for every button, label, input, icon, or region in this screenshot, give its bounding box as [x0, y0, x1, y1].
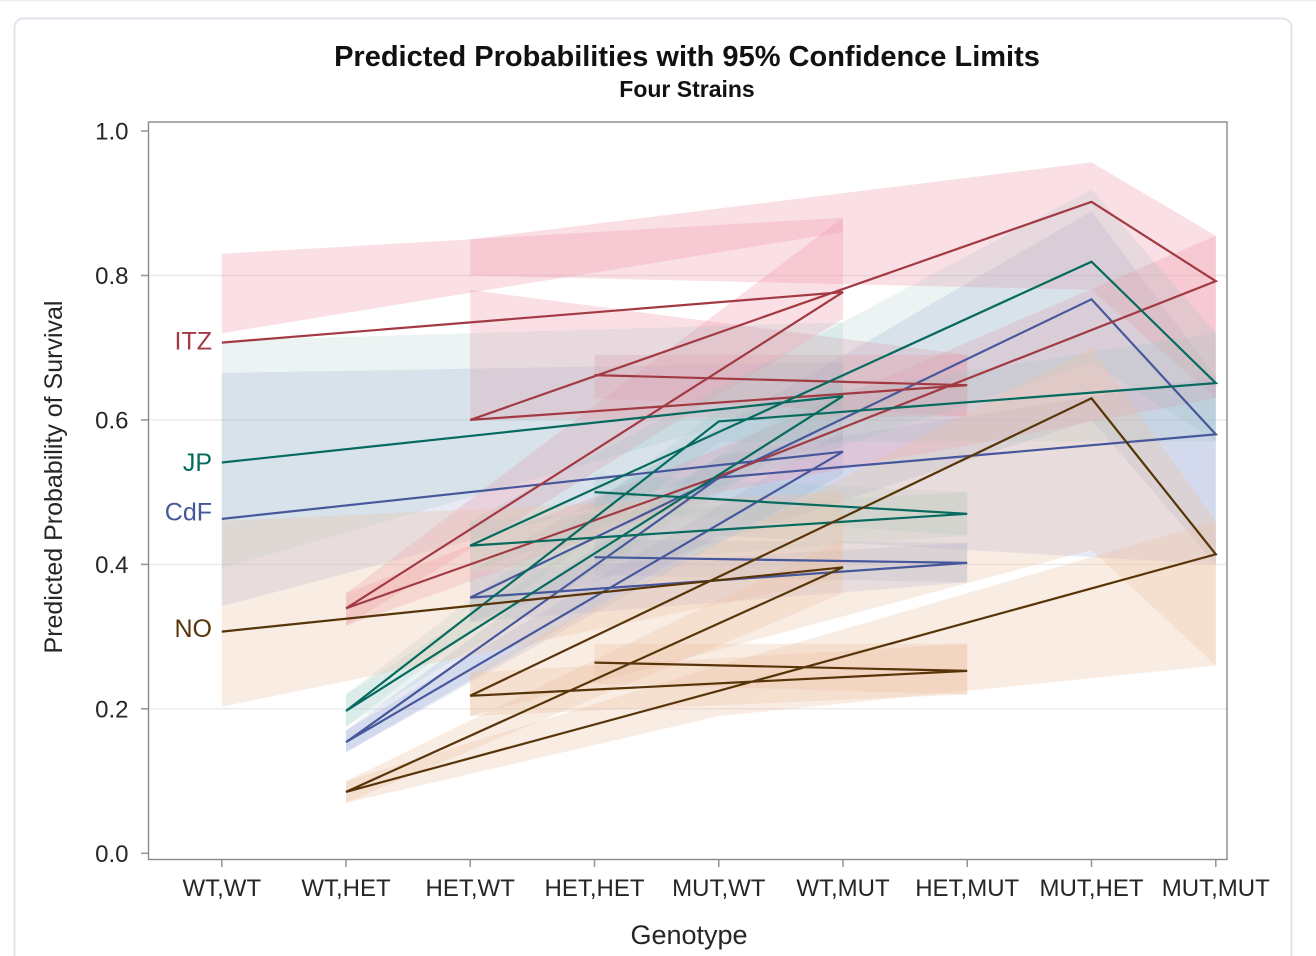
- svg-text:1.0: 1.0: [95, 119, 128, 146]
- svg-text:MUT,MUT: MUT,MUT: [1162, 875, 1270, 902]
- svg-text:0.4: 0.4: [95, 552, 128, 579]
- svg-text:Genotype: Genotype: [630, 920, 747, 950]
- svg-text:WT,MUT: WT,MUT: [796, 875, 890, 902]
- svg-text:Predicted Probability of Survi: Predicted Probability of Survival: [40, 301, 68, 654]
- svg-text:Four Strains: Four Strains: [619, 76, 754, 102]
- svg-text:HET,MUT: HET,MUT: [915, 875, 1019, 902]
- svg-text:ITZ: ITZ: [175, 327, 213, 355]
- svg-text:HET,HET: HET,HET: [544, 875, 644, 902]
- svg-text:NO: NO: [175, 615, 213, 643]
- svg-text:WT,HET: WT,HET: [301, 875, 391, 902]
- svg-text:Predicted Probabilities with 9: Predicted Probabilities with 95% Confide…: [334, 41, 1040, 73]
- svg-text:WT,WT: WT,WT: [182, 875, 261, 902]
- svg-text:HET,WT: HET,WT: [426, 875, 516, 902]
- svg-text:CdF: CdF: [165, 498, 212, 526]
- svg-text:0.2: 0.2: [95, 696, 128, 723]
- svg-text:0.0: 0.0: [95, 841, 128, 868]
- svg-text:0.6: 0.6: [95, 407, 128, 434]
- svg-text:MUT,WT: MUT,WT: [672, 875, 766, 902]
- svg-text:JP: JP: [183, 449, 212, 477]
- svg-text:0.8: 0.8: [95, 263, 128, 290]
- svg-text:MUT,HET: MUT,HET: [1040, 875, 1144, 902]
